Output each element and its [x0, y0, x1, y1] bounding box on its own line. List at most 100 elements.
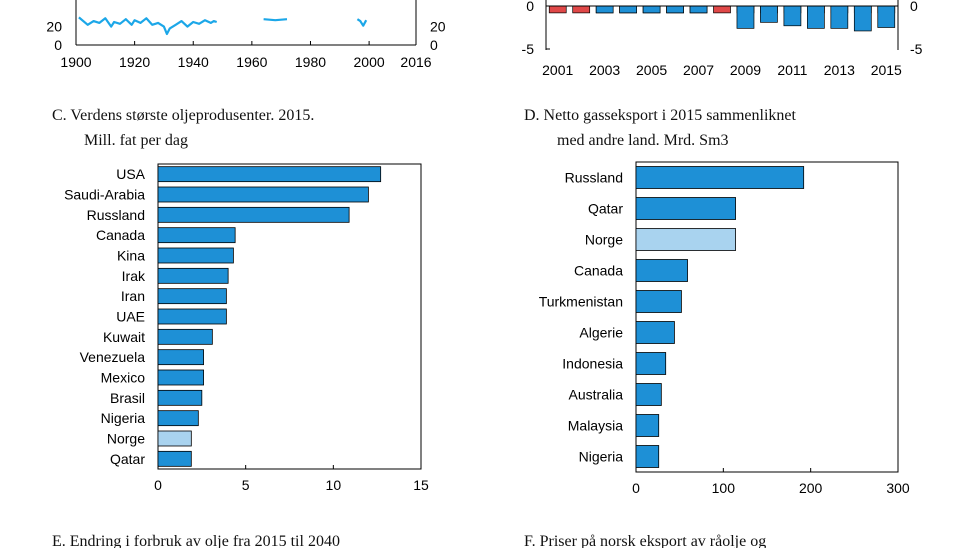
series-line: [263, 18, 288, 22]
category-label: Mexico: [101, 370, 146, 386]
bar: [635, 321, 675, 344]
bar: [157, 349, 204, 366]
bar-series-2: [666, 5, 684, 14]
bar-series-1: [572, 5, 591, 14]
bar: [157, 227, 236, 244]
bar: [157, 389, 203, 406]
x-tick-label: 2016: [400, 54, 431, 70]
panel-c-subtitle: Mill. fat per dag: [84, 132, 188, 149]
category-label: Nigeria: [579, 449, 624, 465]
series-line: [78, 16, 218, 36]
category-label: Norge: [585, 232, 623, 248]
category-label: Canada: [96, 227, 145, 243]
x-tick-label: 2009: [730, 62, 761, 78]
y-tick-label-left: -5: [522, 41, 535, 57]
y-tick-label-right: 0: [430, 37, 438, 53]
bar: [157, 166, 382, 183]
category-label: Turkmenistan: [539, 294, 623, 310]
bar-series-2: [760, 5, 778, 23]
bar-series-2: [642, 5, 661, 14]
bar: [635, 290, 682, 313]
bar: [157, 186, 369, 203]
bar: [157, 410, 199, 427]
bar: [157, 450, 192, 467]
x-tick-label: 2015: [871, 62, 902, 78]
plot-frame: [635, 161, 899, 473]
x-tick-label: 1960: [236, 54, 267, 70]
bar: [635, 352, 667, 375]
bar: [157, 247, 234, 264]
x-tick-label: 100: [712, 480, 736, 496]
x-tick-label: 2000: [354, 54, 385, 70]
category-label: Qatar: [110, 451, 145, 467]
panel-d-subtitle: med andre land. Mrd. Sm3: [557, 132, 729, 149]
panel-balance-bar-chart: -5 0 -5 0 2001 2003 2005 2007 2009 2011 2013 2015: [522, 0, 923, 78]
x-tick-label: 1980: [295, 54, 326, 70]
bar: [635, 259, 688, 282]
category-label: Russland: [565, 170, 623, 186]
bar-series-2: [595, 5, 614, 14]
x-tick-label: 2011: [777, 62, 807, 78]
category-label: Kina: [117, 248, 145, 264]
bar-series-2: [877, 5, 896, 28]
category-label: USA: [116, 166, 145, 182]
bar-series-1: [548, 5, 567, 14]
bar: [635, 383, 662, 406]
y-tick-label-left: 0: [54, 37, 62, 53]
category-label: Kuwait: [103, 329, 145, 345]
x-tick-label: 2013: [824, 62, 855, 78]
bar: [157, 308, 227, 325]
bar-series-2: [619, 5, 637, 14]
x-tick-label: 2007: [683, 62, 714, 78]
bar-series-2: [830, 5, 849, 29]
category-label: Norge: [107, 431, 145, 447]
bar-series-2: [853, 5, 872, 32]
x-tick-label: 1920: [119, 54, 150, 70]
x-tick-label: 0: [154, 477, 162, 493]
x-tick-label: 15: [413, 477, 429, 493]
bar: [157, 328, 213, 345]
panel-oil-producers-chart: USA Saudi-Arabia Russland Canada Kina Irak Ira…: [64, 163, 429, 493]
x-tick-label: 2001: [542, 62, 573, 78]
category-label: Malaysia: [568, 418, 623, 434]
y-tick-label-right: -5: [910, 41, 923, 57]
bar: [635, 445, 660, 468]
x-tick-label: 1900: [60, 54, 91, 70]
category-label: Irak: [122, 268, 146, 284]
series-line: [356, 18, 368, 27]
category-label: Russland: [87, 207, 145, 223]
category-label: Canada: [574, 263, 623, 279]
x-tick-label: 5: [242, 477, 250, 493]
category-label: Indonesia: [562, 356, 623, 372]
category-label: Australia: [569, 387, 624, 403]
bar-series-2: [783, 5, 802, 27]
x-tick-label: 300: [886, 480, 910, 496]
x-tick-label: 2003: [589, 62, 620, 78]
category-label: Qatar: [588, 201, 623, 217]
panel-c-title: C. Verdens største oljeprodusenter. 2015…: [52, 107, 314, 124]
category-label: Iran: [121, 288, 145, 304]
bar: [157, 430, 192, 447]
bar: [635, 166, 805, 189]
bar: [157, 369, 204, 386]
x-tick-label: 2005: [636, 62, 667, 78]
category-label: Algerie: [579, 325, 623, 341]
panel-gas-export-chart: Russland Qatar Norge Canada Turkmenistan Alge…: [539, 161, 910, 496]
x-tick-label: 200: [799, 480, 823, 496]
panel-e-title: E. Endring i forbruk av olje fra 2015 ti…: [52, 533, 340, 548]
bar-series-2: [807, 5, 825, 29]
x-tick-label: 10: [326, 477, 342, 493]
bar: [635, 228, 736, 251]
y-tick-label-right: 0: [910, 0, 918, 14]
y-tick-label-left: 0: [526, 0, 534, 14]
bar: [157, 288, 227, 305]
bar-series-2: [736, 5, 755, 29]
panel-d-title: D. Netto gasseksport i 2015 sammenliknet: [524, 107, 797, 124]
y-tick-label-right: 20: [430, 19, 446, 35]
bar-series-1: [713, 5, 731, 14]
bar-series-2: [689, 5, 708, 14]
category-label: Saudi-Arabia: [64, 187, 145, 203]
y-tick-label-left: 20: [46, 19, 62, 35]
category-label: Brasil: [110, 390, 145, 406]
